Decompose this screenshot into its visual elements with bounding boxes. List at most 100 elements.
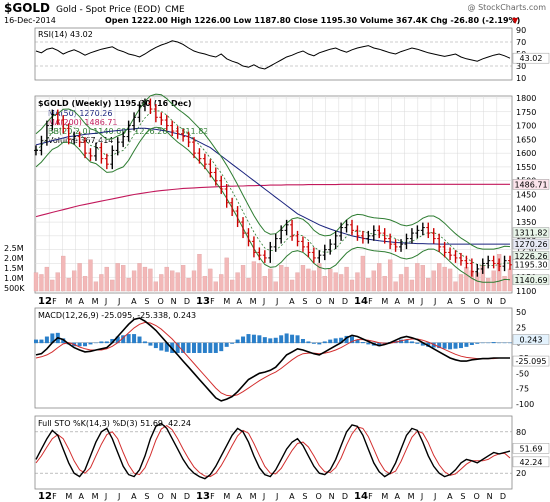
price-month-label: D [342, 297, 348, 306]
price-month-label: N [329, 297, 335, 306]
volume-bar [279, 265, 284, 292]
macd-histogram-bar [300, 338, 305, 344]
volume-bar [170, 270, 175, 292]
macd-histogram-bar [344, 335, 349, 344]
price-month-label: F [368, 297, 373, 306]
price-month-label: 14 [354, 296, 368, 307]
macd-histogram-bar [448, 342, 453, 350]
sto-month-label: J [262, 492, 265, 501]
macd-histogram-bar [110, 338, 115, 344]
macd-histogram-bar [508, 342, 512, 344]
volume-bar [240, 265, 246, 292]
volume-bar [295, 272, 300, 292]
macd-histogram-bar [251, 334, 256, 344]
volume-bar [355, 272, 360, 292]
macd-histogram-bar [480, 342, 485, 344]
sto-month-label: M [381, 492, 388, 501]
price-value-tag: 1140.69 [514, 276, 547, 285]
price-month-label: J [275, 297, 278, 306]
macd-histogram-bar [230, 342, 235, 344]
volume-ytick: 2.5M [4, 244, 24, 253]
sto-label: Full STO %K(14,3) %D(3) 51.69, 42.24 [38, 419, 191, 428]
sto-month-label: D [500, 492, 506, 501]
macd-histogram-bar [502, 342, 507, 344]
macd-histogram-bar [104, 341, 109, 344]
legend-volume: Volume 367,414 [48, 136, 113, 145]
macd-histogram-bar [420, 342, 425, 346]
volume-bar [202, 276, 208, 292]
volume-bar [153, 281, 159, 292]
rsi-value-tag: 43.02 [520, 54, 543, 63]
rsi-ytick: 90 [516, 26, 526, 35]
price-month-label: D [184, 297, 190, 306]
volume-bar [486, 277, 491, 292]
macd-line [35, 317, 510, 402]
volume-bar [387, 259, 393, 292]
volume-bar [186, 277, 191, 292]
macd-histogram-bar [186, 342, 191, 353]
price-value-tag-box [512, 238, 550, 250]
volume-bar [317, 263, 322, 292]
macd-ytick: -75 [516, 385, 529, 394]
volume-bar [229, 279, 235, 292]
macd-histogram-bar [219, 342, 224, 352]
volume-bar [148, 268, 153, 292]
macd-histogram-bar [442, 342, 447, 349]
macd-histogram-bar [246, 334, 251, 344]
legend-ma50: MA(50) 1270.26 [48, 109, 112, 118]
volume-bar [382, 276, 387, 292]
sto-month-label: A [447, 492, 453, 501]
price-month-label: D [500, 297, 506, 306]
macd-histogram-bar [322, 341, 327, 344]
sto-month-label: M [250, 492, 257, 501]
sto-month-label: M [408, 492, 415, 501]
volume-bar [377, 263, 382, 292]
price-value-tag: 1486.71 [514, 180, 547, 189]
macd-histogram-bar [409, 341, 414, 344]
macd-histogram-bar [77, 342, 82, 347]
volume-bar [338, 274, 344, 292]
macd-histogram-bar [121, 335, 126, 344]
volume-bar [93, 281, 99, 292]
sto-month-label: F [210, 492, 215, 501]
volume-ytick: 2.0M [4, 254, 24, 263]
chart-marks: 90 70 50 30 10 43.02 1800 1750 1700 1650 1600 1550 1… [4, 26, 550, 502]
macd-histogram-bar [224, 342, 229, 347]
price-label: $GOLD (Weekly) 1195.30 (16 Dec) [38, 99, 191, 108]
macd-histogram-bar [93, 342, 98, 344]
price-month-label: 13 [196, 296, 210, 307]
volume-bar [393, 281, 398, 292]
volume-bar [398, 274, 404, 292]
volume-bar [131, 270, 137, 292]
price-month-label: O [316, 297, 322, 306]
price-month-label: J [262, 297, 265, 306]
macd-ytick: 50 [516, 308, 526, 317]
price-ytick: 1250 [516, 246, 536, 255]
macd-histogram-bar [491, 342, 496, 344]
price-value-tag: 1270.26 [514, 240, 547, 249]
description: Gold - Spot Price (EOD) [56, 5, 161, 15]
volume-bar [447, 268, 453, 292]
volume-ytick: 500K [4, 284, 25, 293]
macd-histogram-bar [317, 342, 322, 345]
volume-bar [251, 261, 257, 292]
ma50-line [35, 127, 510, 245]
volume-bar [453, 281, 458, 292]
macd-histogram-bar [192, 342, 196, 353]
macd-histogram-bar [137, 336, 142, 344]
sto-value-tag: 51.69 [520, 444, 543, 453]
bb-upper-line [35, 93, 511, 250]
volume-bar [159, 274, 164, 292]
volume-bar [191, 270, 197, 292]
rsi-ytick: 10 [516, 74, 526, 83]
macd-ytick: -50 [516, 369, 529, 378]
macd-histogram-bar [181, 342, 186, 353]
macd-label: MACD(12,26,9) -25.095, -25.338, 0.243 [38, 311, 196, 320]
price-month-label: N [487, 297, 493, 306]
macd-histogram-bar [437, 342, 442, 349]
sto-month-label: A [79, 492, 85, 501]
rsi-value-tag-box [512, 52, 550, 64]
volume-bar [306, 268, 311, 292]
volume-bar [431, 270, 436, 292]
macd-ytick: 25 [516, 323, 526, 332]
